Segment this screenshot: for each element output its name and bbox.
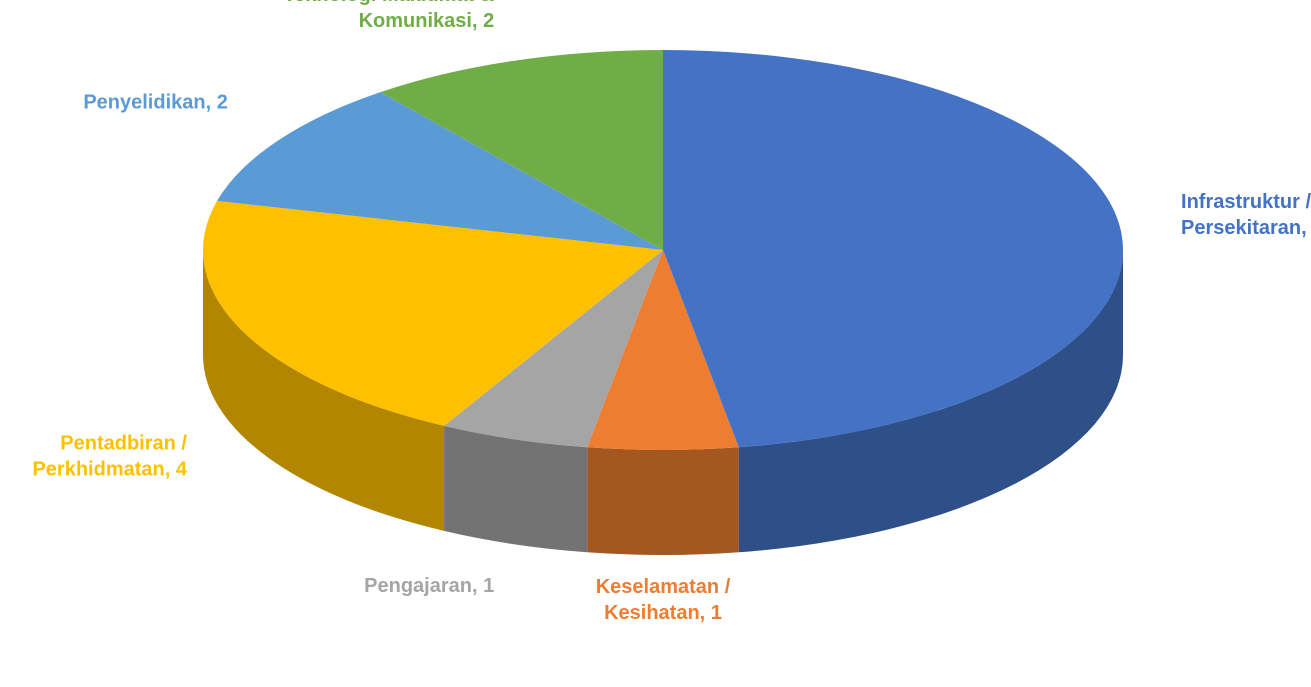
slice: [663, 50, 1123, 448]
slice-side: [587, 447, 739, 556]
data-label-line: Persekitaran, 9: [1181, 217, 1311, 239]
data-label-line: Kesihatan, 1: [604, 602, 722, 624]
data-label-line: Penyelidikan, 2: [83, 92, 228, 114]
slice-side: [738, 250, 1123, 553]
slice: [587, 250, 739, 451]
data-label-line: Infrastruktur /: [1181, 191, 1311, 213]
data-label-line: Teknologi Maklumat &: [283, 0, 494, 6]
slice: [444, 250, 663, 448]
slice: [380, 50, 663, 250]
slice-side-shade: [444, 425, 588, 553]
slice: [203, 200, 663, 426]
data-label-line: Keselamatan /: [596, 576, 731, 598]
data-label-line: Komunikasi, 2: [359, 10, 495, 32]
slice: [217, 92, 664, 250]
data-label: Infrastruktur / Persekitaran, 9: [1181, 191, 1311, 239]
data-label-line: Pentadbiran /: [60, 432, 187, 454]
data-label: Penyelidikan, 2: [83, 92, 228, 114]
data-label: Teknologi Maklumat & Komunikasi, 2: [283, 0, 494, 32]
data-label: Pentadbiran / Perkhidmatan, 4: [32, 432, 187, 480]
data-label: Pengajaran, 1: [364, 575, 494, 597]
data-label-line: Perkhidmatan, 4: [32, 458, 187, 480]
slice-side: [203, 250, 445, 531]
slice-side-shade: [587, 447, 739, 556]
data-label: Keselamatan / Kesihatan, 1: [596, 576, 731, 624]
data-label-line: Pengajaran, 1: [364, 575, 494, 597]
slice-side-shade: [203, 250, 445, 531]
slice-side: [444, 425, 588, 553]
slice-side-shade: [738, 250, 1123, 553]
